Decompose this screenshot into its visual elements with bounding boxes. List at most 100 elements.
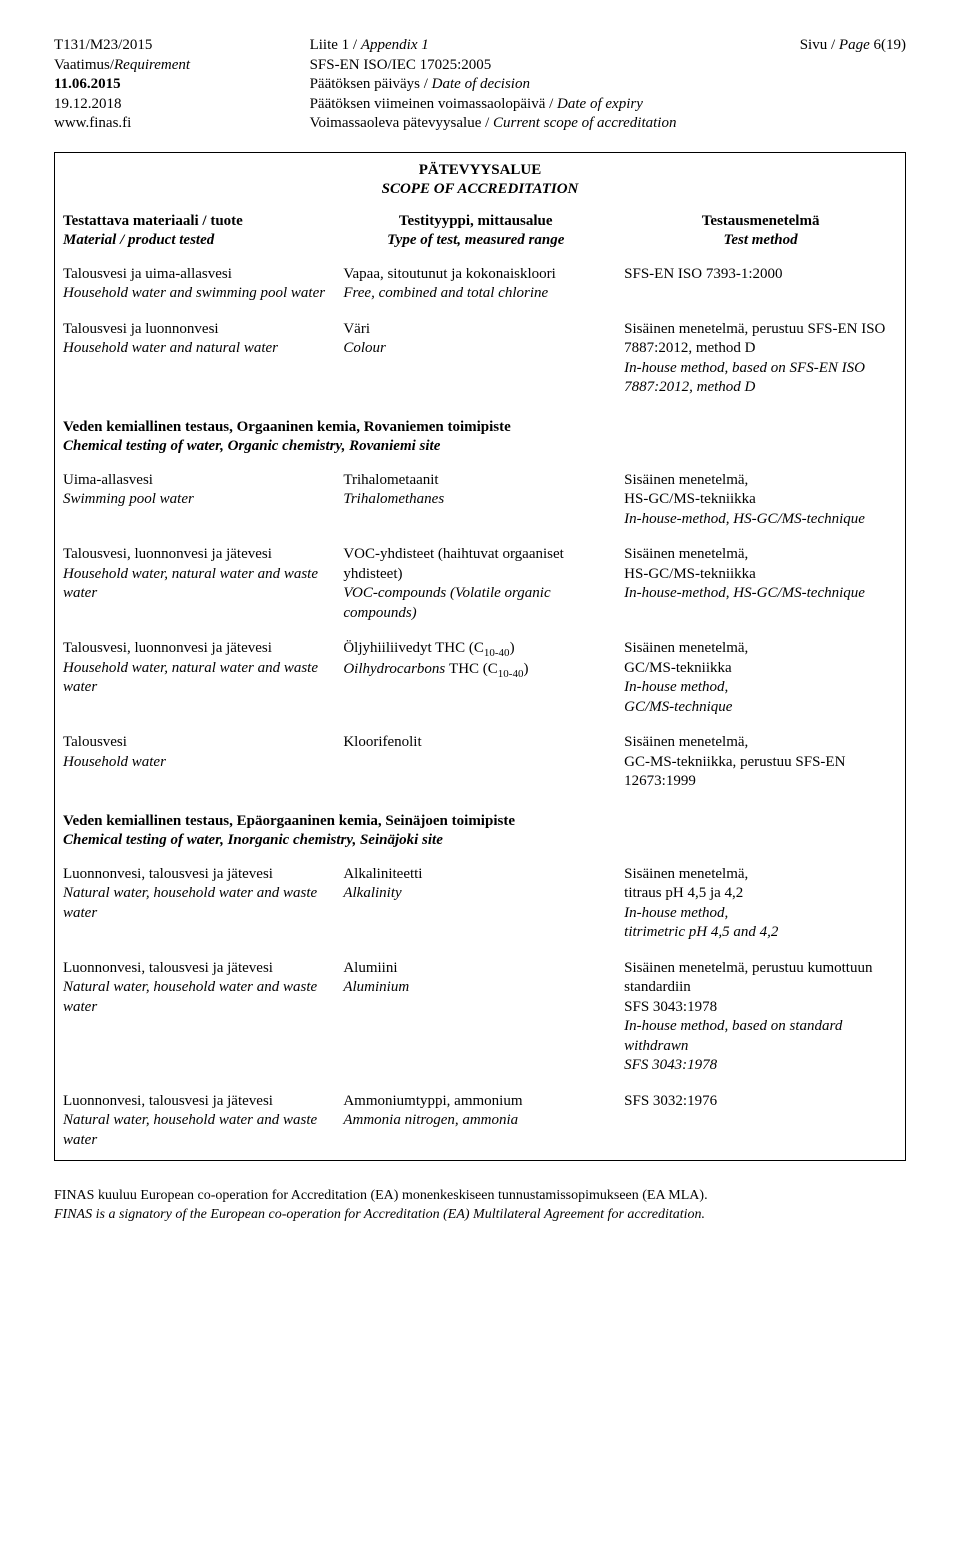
method-cell: Sisäinen menetelmä,GC-MS-tekniikka, peru… [616,727,905,802]
section-title: Veden kemiallinen testaus, Orgaaninen ke… [63,418,897,438]
test-type-cell: VOC-yhdisteet (haihtuvat orgaaniset yhdi… [335,539,616,633]
test-type-cell: Öljyhiiliivedyt THC (C10-40)Oilhydrocarb… [335,633,616,727]
cell-line: Household water, natural water and waste… [63,659,327,698]
header-line: Liite 1 / Appendix 1 [310,36,693,56]
cell-line: GC-MS-tekniikka, perustuu SFS-EN 12673:1… [624,753,897,792]
cell-line: Alkaliniteetti [343,865,608,885]
test-type-cell: Kloorifenolit [335,727,616,802]
cell-line: titrimetric pH 4,5 and 4,2 [624,923,897,943]
table-row: Talousvesi ja uima-allasvesiHousehold wa… [55,259,906,314]
cell-line: VOC-compounds (Volatile organic compound… [343,584,608,623]
material-cell: Luonnonvesi, talousvesi ja jätevesiNatur… [55,1086,336,1161]
header-line: Päätöksen viimeinen voimassaolopäivä / D… [310,95,693,115]
col-header-method-l2: Test method [624,231,897,251]
test-type-cell: TrihalometaanitTrihalomethanes [335,465,616,540]
section-subtitle: Chemical testing of water, Inorganic che… [63,831,897,851]
cell-line: Uima-allasvesi [63,471,327,491]
cell-line: Alkalinity [343,884,608,904]
table-row: TalousvesiHousehold water Kloorifenolit Si… [55,727,906,802]
cell-line: Aluminium [343,978,608,998]
cell-line: In-house method, [624,904,897,924]
cell-line: Oilhydrocarbons THC (C10-40) [343,660,608,681]
cell-line: In-house-method, HS-GC/MS-technique [624,510,897,530]
scope-title-row: PÄTEVYYSALUE SCOPE OF ACCREDITATION [55,152,906,206]
col-header-material-l2: Material / product tested [63,231,327,251]
method-cell: Sisäinen menetelmä,HS-GC/MS-tekniikkaIn-… [616,465,905,540]
col-header-material: Testattava materiaali / tuote Material /… [55,206,336,259]
method-cell: Sisäinen menetelmä, perustuu SFS-EN ISO … [616,314,905,408]
header-line: Päätöksen päiväys / Date of decision [310,75,693,95]
header-line: Vaatimus/Requirement [54,56,310,76]
material-cell: Luonnonvesi, talousvesi ja jätevesiNatur… [55,953,336,1086]
section-title: Veden kemiallinen testaus, Epäorgaaninen… [63,812,897,832]
method-cell: SFS 3032:1976 [616,1086,905,1161]
header-right-col: Sivu / Page 6(19) [693,36,906,134]
cell-line: SFS-EN ISO 7393-1:2000 [624,265,897,285]
header-mid-col: Liite 1 / Appendix 1SFS-EN ISO/IEC 17025… [310,36,693,134]
cell-line: Luonnonvesi, talousvesi ja jätevesi [63,1092,327,1112]
cell-line: SFS 3043:1978 [624,1056,897,1076]
cell-line: Swimming pool water [63,490,327,510]
footer-line-2: FINAS is a signatory of the European co-… [54,1206,906,1225]
cell-line: Household water and natural water [63,339,327,359]
cell-line: Luonnonvesi, talousvesi ja jätevesi [63,865,327,885]
material-cell: Talousvesi ja luonnonvesiHousehold water… [55,314,336,408]
test-type-cell: AlumiiniAluminium [335,953,616,1086]
table-row: Luonnonvesi, talousvesi ja jätevesiNatur… [55,859,906,953]
method-cell: SFS-EN ISO 7393-1:2000 [616,259,905,314]
cell-line: HS-GC/MS-tekniikka [624,490,897,510]
header-line: SFS-EN ISO/IEC 17025:2005 [310,56,693,76]
cell-line: In-house method, based on standard withd… [624,1017,897,1056]
method-cell: Sisäinen menetelmä,GC/MS-tekniikkaIn-hou… [616,633,905,727]
test-type-cell: Vapaa, sitoutunut ja kokonaisklooriFree,… [335,259,616,314]
cell-line: SFS 3032:1976 [624,1092,897,1112]
table-row: Luonnonvesi, talousvesi ja jätevesiNatur… [55,953,906,1086]
header-line: Voimassaoleva pätevyysalue / Current sco… [310,114,693,134]
material-cell: Luonnonvesi, talousvesi ja jätevesiNatur… [55,859,336,953]
cell-line: In-house method, based on SFS-EN ISO 788… [624,359,897,398]
col-header-test-type: Testityyppi, mittausalue Type of test, m… [335,206,616,259]
cell-line: Kloorifenolit [343,733,608,753]
cell-line: Sisäinen menetelmä, [624,471,897,491]
cell-line: GC/MS-tekniikka [624,659,897,679]
header-line: 19.12.2018 [54,95,310,115]
cell-line: Household water [63,753,327,773]
col-header-method: Testausmenetelmä Test method [616,206,905,259]
column-header-row: Testattava materiaali / tuote Material /… [55,206,906,259]
table-row: Talousvesi, luonnonvesi ja jätevesiHouse… [55,539,906,633]
scope-title-1: PÄTEVYYSALUE [63,161,897,181]
table-row: Luonnonvesi, talousvesi ja jätevesiNatur… [55,1086,906,1161]
test-type-cell: VäriColour [335,314,616,408]
cell-line: Household water, natural water and waste… [63,565,327,604]
cell-line: Sisäinen menetelmä, [624,639,897,659]
method-cell: Sisäinen menetelmä,titraus pH 4,5 ja 4,2… [616,859,905,953]
cell-line: SFS 3043:1978 [624,998,897,1018]
cell-line: Ammonia nitrogen, ammonia [343,1111,608,1131]
col-header-material-l1: Testattava materiaali / tuote [63,212,327,232]
method-cell: Sisäinen menetelmä,HS-GC/MS-tekniikkaIn-… [616,539,905,633]
cell-line: Alumiini [343,959,608,979]
cell-line: Trihalomethanes [343,490,608,510]
header-left-col: T131/M23/2015Vaatimus/Requirement11.06.2… [54,36,310,134]
cell-line: Natural water, household water and waste… [63,884,327,923]
header-line: 11.06.2015 [54,75,310,95]
cell-line: Ammoniumtyppi, ammonium [343,1092,608,1112]
section-cell: Veden kemiallinen testaus, Epäorgaaninen… [55,802,906,859]
cell-line: Trihalometaanit [343,471,608,491]
material-cell: Uima-allasvesiSwimming pool water [55,465,336,540]
cell-line: In-house method, [624,678,897,698]
material-cell: TalousvesiHousehold water [55,727,336,802]
cell-line: Natural water, household water and waste… [63,1111,327,1150]
header-line: Sivu / Page 6(19) [693,36,906,56]
scope-title-2: SCOPE OF ACCREDITATION [63,180,897,200]
header-line: www.finas.fi [54,114,310,134]
page-header: T131/M23/2015Vaatimus/Requirement11.06.2… [54,36,906,134]
accreditation-table: PÄTEVYYSALUE SCOPE OF ACCREDITATION Test… [54,152,906,1162]
cell-line: Colour [343,339,608,359]
cell-line: Talousvesi ja uima-allasvesi [63,265,327,285]
cell-line: Talousvesi ja luonnonvesi [63,320,327,340]
section-cell: Veden kemiallinen testaus, Orgaaninen ke… [55,408,906,465]
cell-line: Household water and swimming pool water [63,284,327,304]
col-header-method-l1: Testausmenetelmä [624,212,897,232]
header-line: T131/M23/2015 [54,36,310,56]
